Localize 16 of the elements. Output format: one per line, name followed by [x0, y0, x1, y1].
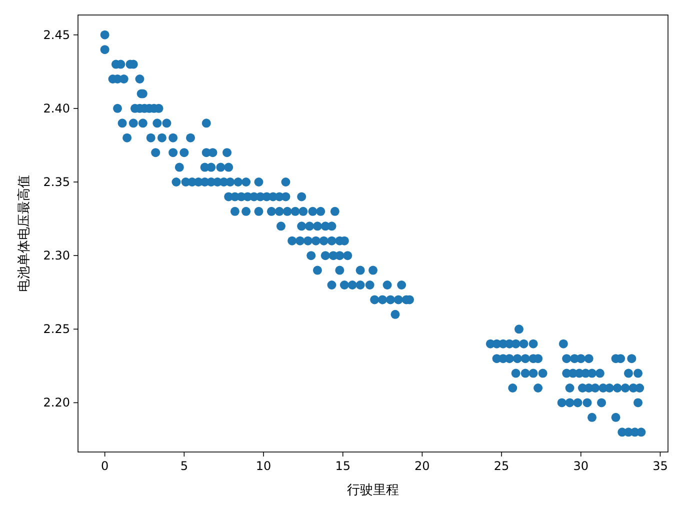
y-tick-label: 2.25 [43, 322, 70, 336]
x-tick-label: 5 [180, 459, 188, 473]
y-tick-label: 2.40 [43, 101, 70, 116]
y-tick-label: 2.35 [43, 175, 70, 189]
x-tick-label: 10 [256, 459, 272, 473]
y-tick-label: 2.30 [43, 248, 70, 263]
x-tick-label: 25 [494, 459, 510, 473]
x-tick-label: 30 [573, 459, 589, 473]
x-tick-label: 35 [652, 459, 668, 473]
y-axis-title: 电池单体电压最高值 [16, 175, 32, 292]
y-tick-label: 2.20 [43, 396, 70, 410]
y-tick-label: 2.45 [43, 28, 70, 42]
x-axis-title: 行驶里程 [347, 483, 399, 498]
x-tick-label: 15 [335, 459, 350, 473]
x-tick-label: 0 [101, 459, 109, 473]
x-tick-label: 20 [414, 459, 430, 473]
